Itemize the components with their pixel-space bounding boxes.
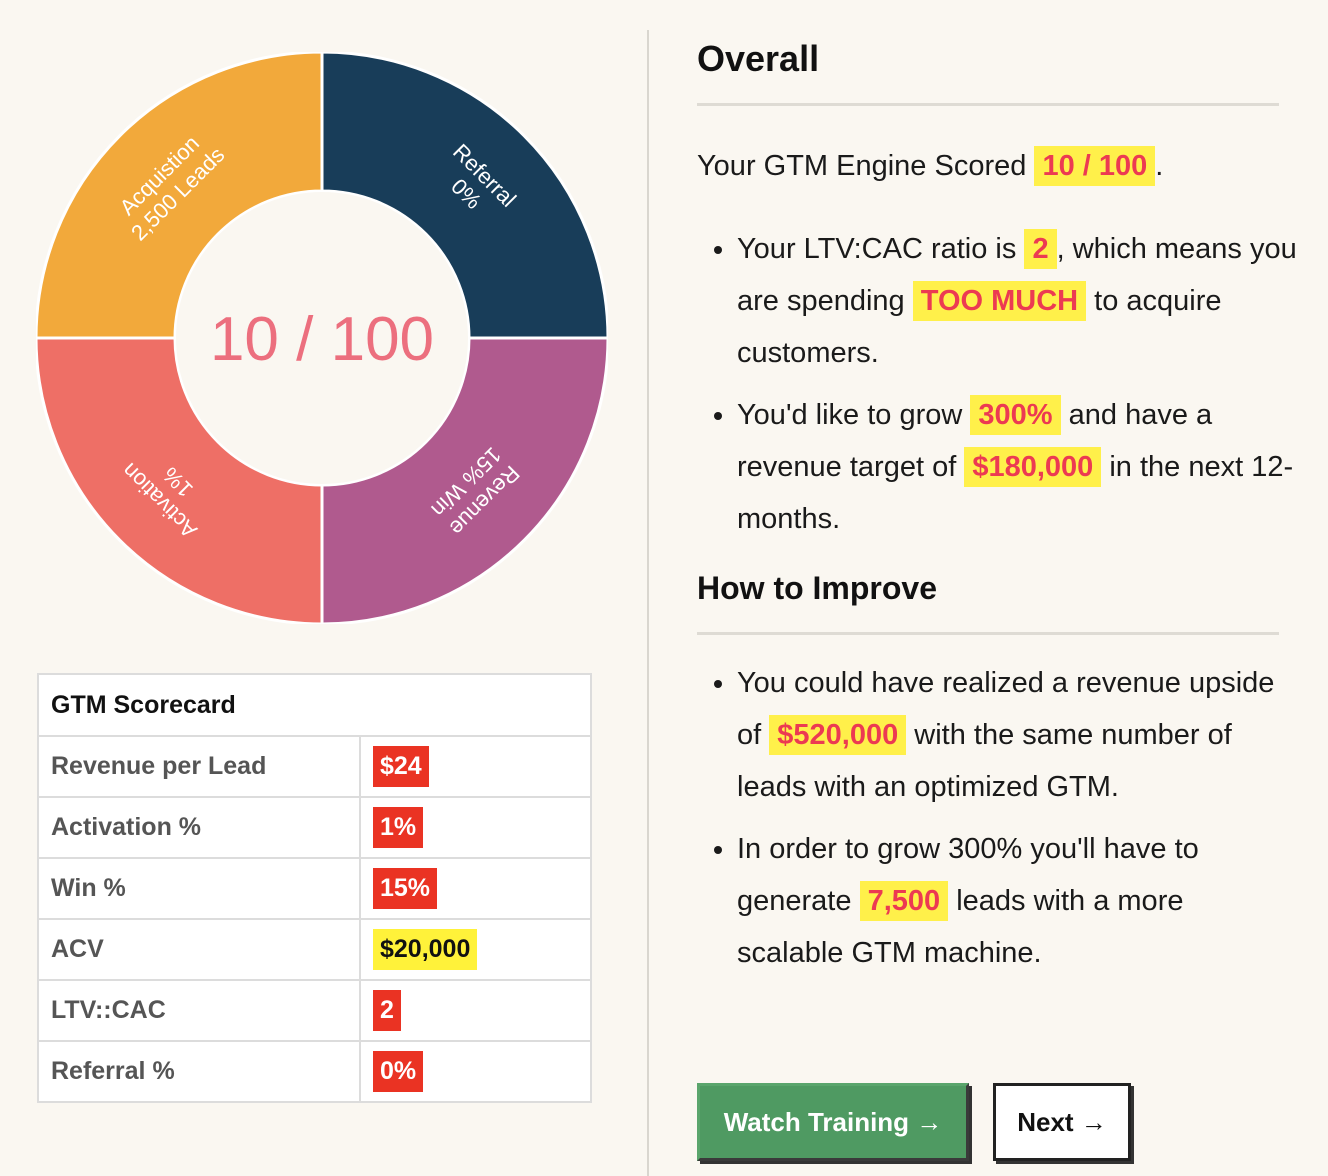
row-value-badge: 15% [373,868,438,909]
text: You'd like to grow [737,399,963,431]
growth-highlight: 300% [970,395,1061,435]
ltv-cac-highlight: 2 [1024,229,1057,269]
row-label: Win % [37,857,361,920]
row-value-badge: 1% [373,807,424,848]
list-item: You'd like to grow 300% and have a reven… [737,389,1297,545]
list-item: You could have realized a revenue upside… [737,657,1297,813]
gtm-scorecard-table: GTM Scorecard Revenue per Lead $24 Activ… [37,673,592,1103]
improve-heading: How to Improve [697,570,938,606]
row-label: LTV::CAC [37,979,361,1042]
donut-segment-revenue [320,336,608,624]
column-divider [647,30,649,1176]
donut-center-score: 10 / 100 [210,305,434,374]
text: in the next 12-months. [737,451,1294,535]
table-row: Win % 15% [37,857,592,920]
row-label: Referral % [37,1040,361,1103]
table-row: Revenue per Lead $24 [37,735,592,798]
next-button[interactable]: Next → [993,1083,1131,1161]
text: to acquire customers. [737,285,1222,369]
heading-rule [697,632,1279,635]
watch-training-button[interactable]: Watch Training → [697,1083,969,1161]
table-row: LTV::CAC 2 [37,979,592,1042]
overall-heading: Overall [697,38,820,79]
leads-highlight: 7,500 [859,881,949,921]
text: In order to grow 300% you'll have to gen… [737,833,1199,917]
score-highlight: 10 / 100 [1034,146,1156,186]
table-row: Referral % 0% [37,1040,592,1103]
row-label: Revenue per Lead [37,735,361,798]
scorecard-title: GTM Scorecard [37,673,592,737]
heading-rule [697,103,1279,106]
text: and have a revenue target of [737,399,1213,483]
donut-segment-referral [320,52,608,340]
text: Your LTV:CAC ratio is [737,233,1017,265]
left-panel: Referral 0% Revenue 15% Win Activation 1% Acqu… [0,0,648,1176]
text: with the same number of leads with an op… [737,719,1232,803]
table-row: Activation % 1% [37,796,592,859]
list-item: In order to grow 300% you'll have to gen… [737,823,1297,979]
score-suffix: . [1155,150,1164,182]
score-prefix: Your GTM Engine Scored [697,150,1027,182]
table-row: ACV $20,000 [37,918,592,981]
text: , which means you are spending [737,233,1297,317]
text: You could have realized a revenue upside… [737,667,1275,751]
upside-highlight: $520,000 [769,715,907,755]
too-much-highlight: TOO MUCH [912,281,1087,321]
improve-bullets: You could have realized a revenue upside… [697,657,1297,989]
text: leads with a more scalable GTM machine. [737,885,1184,969]
row-label: ACV [37,918,361,981]
donut-hole [176,192,468,484]
list-item: Your LTV:CAC ratio is 2, which means you… [737,223,1297,379]
donut-segment-acquistion [36,52,324,340]
row-value-badge: $20,000 [373,929,478,970]
revenue-target-highlight: $180,000 [964,447,1102,487]
row-value-badge: 0% [373,1051,424,1092]
row-label: Activation % [37,796,361,859]
overall-bullets: Your LTV:CAC ratio is 2, which means you… [697,223,1297,555]
row-value-badge: $24 [373,746,429,787]
donut-segment-activation [36,336,324,624]
score-summary: Your GTM Engine Scored 10 / 100. [697,140,1163,192]
row-value-badge: 2 [373,990,401,1031]
